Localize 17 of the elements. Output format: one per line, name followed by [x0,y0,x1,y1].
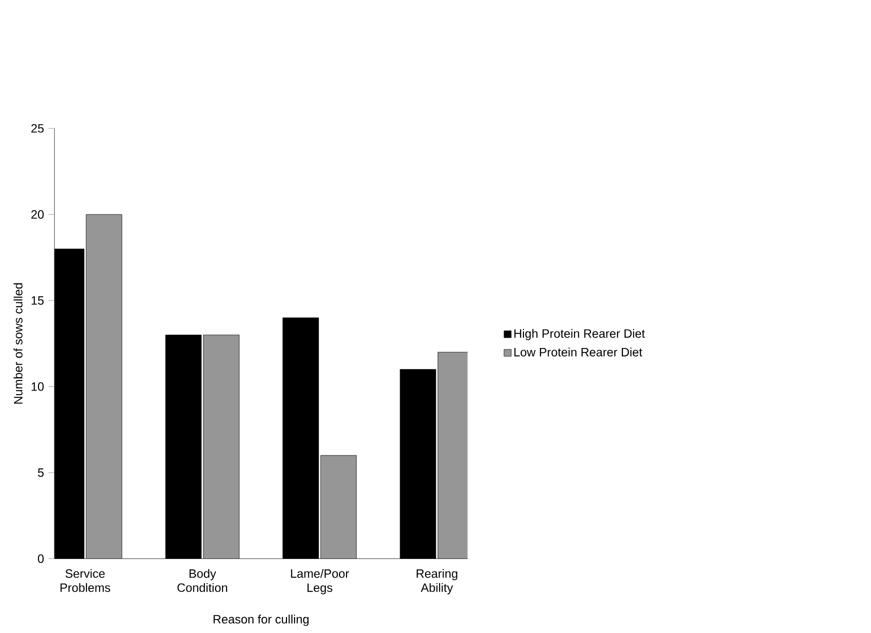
x-tick-label: Service Problems [60,568,110,592]
y-tick-label: 20 [31,210,44,219]
x-axis-title: Reason for culling [214,614,309,626]
legend-label: Low Protein Rearer Diet [514,347,642,356]
x-tick-label: Rearing Ability [416,568,458,594]
x-tick-label: Body Condition [177,568,228,592]
x-tick-label: Lame/Poor Legs [291,568,349,594]
bar [86,214,122,559]
y-axis-title: Number of sows culled [14,283,22,404]
legend-label: High Protein Rearer Diet [514,328,645,340]
y-tick-label: 15 [32,296,44,305]
y-tick-label: 25 [31,124,44,133]
bar [320,455,356,559]
bar [203,334,240,559]
y-tick-label: 0 [38,554,44,563]
y-tick-label: 5 [38,468,44,477]
y-tick-label: 10 [32,382,44,391]
